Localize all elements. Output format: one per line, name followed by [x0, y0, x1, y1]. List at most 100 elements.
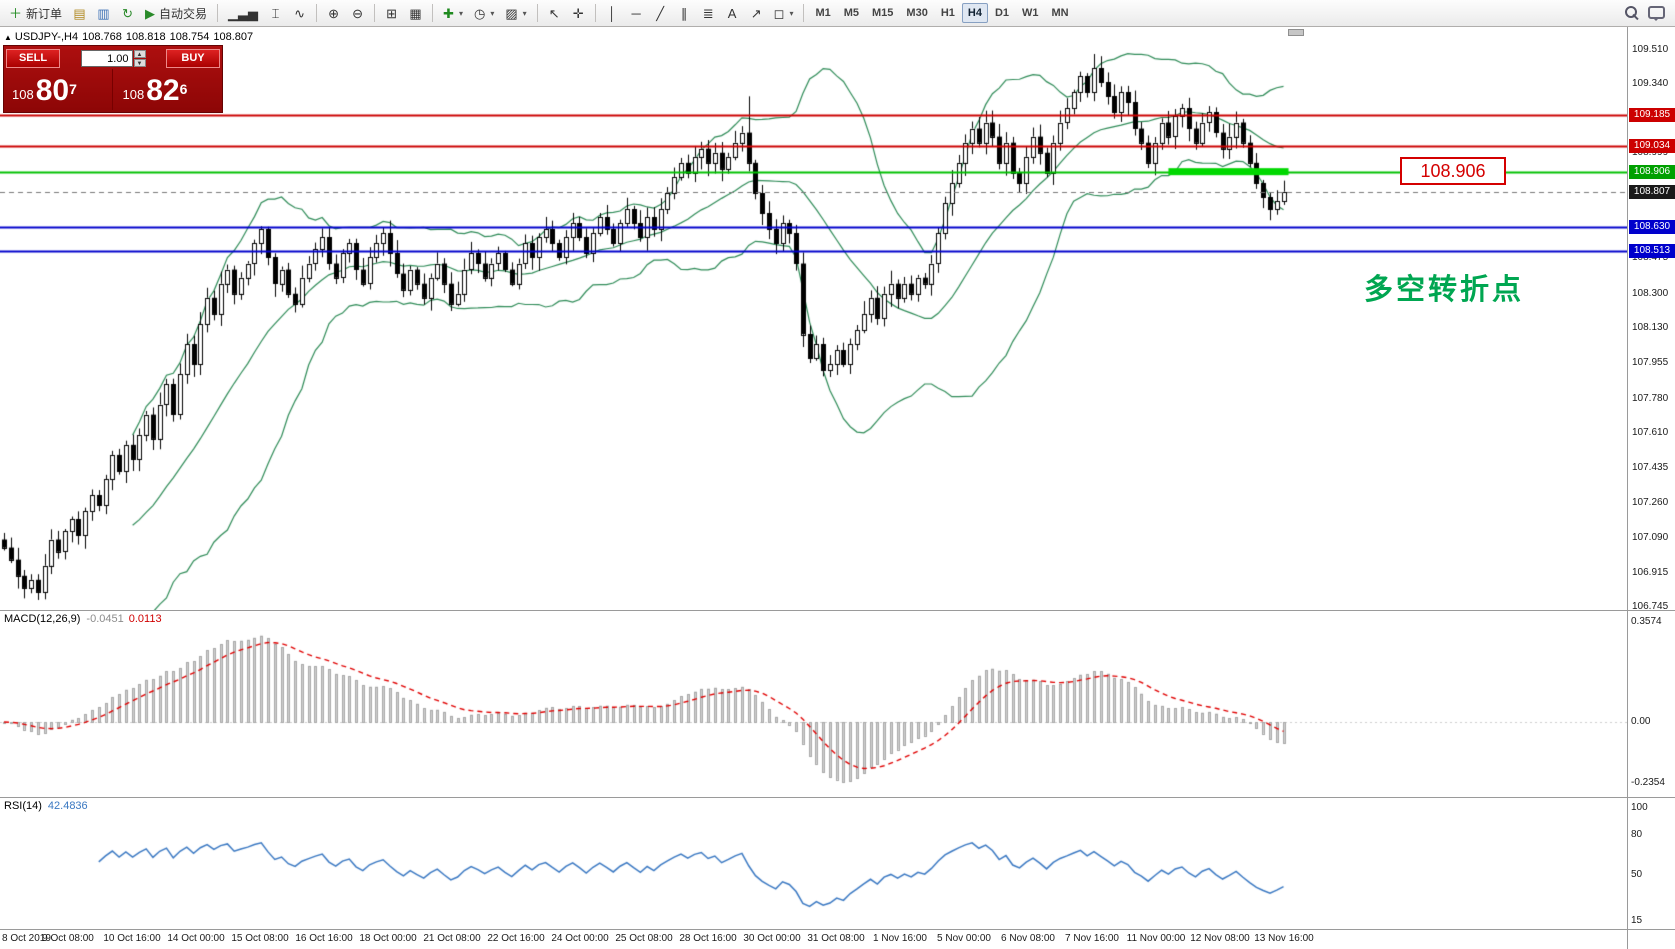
- ohlc-high: 108.818: [125, 31, 166, 43]
- main-chart-canvas[interactable]: [0, 27, 1627, 610]
- timeframe-m30-button[interactable]: M30: [906, 7, 928, 19]
- indicators-dropdown[interactable]: ✚ ▾: [438, 2, 468, 24]
- sell-price-small: 108: [12, 87, 34, 102]
- rsi-axis-tick: 80: [1631, 829, 1643, 840]
- price-axis-tick: 106.745: [1632, 601, 1669, 612]
- price-axis-tick: 109.340: [1632, 78, 1669, 89]
- macd-label: MACD(12,26,9): [4, 613, 81, 625]
- arrange-windows-button[interactable]: ▦: [404, 2, 427, 24]
- search-button[interactable]: [1624, 5, 1640, 21]
- line-chart-type-icon: ∿: [294, 5, 305, 21]
- horizontal-line-tool-button[interactable]: ─: [625, 2, 648, 24]
- toolbar-separator: [432, 4, 434, 22]
- chart-scroll-thumb[interactable]: [1288, 29, 1304, 36]
- volume-input[interactable]: [80, 50, 133, 67]
- chat-button[interactable]: [1648, 5, 1665, 21]
- refresh-button[interactable]: ↻: [116, 2, 139, 24]
- profiles-button[interactable]: ▥: [92, 2, 115, 24]
- buy-price-display[interactable]: 108 82 6: [111, 69, 223, 110]
- price-axis-tick: 107.955: [1632, 357, 1669, 368]
- charts-window-button[interactable]: ▤: [68, 2, 91, 24]
- sell-button[interactable]: SELL: [6, 49, 60, 68]
- macd-signal-value: 0.0113: [128, 613, 162, 625]
- shapes-dropdown[interactable]: ◻ ▾: [769, 2, 799, 24]
- macd-panel-canvas[interactable]: [0, 610, 1627, 797]
- zoom-out-button[interactable]: ⊖: [346, 2, 369, 24]
- price-axis-tick: 108.300: [1632, 288, 1669, 299]
- time-axis-label: 30 Oct 00:00: [743, 933, 801, 944]
- text-label-tool-button[interactable]: A: [721, 2, 744, 24]
- channel-tool-icon: ∥: [680, 5, 688, 21]
- arrow-tool-button[interactable]: ↗: [745, 2, 768, 24]
- search-icon: [1624, 5, 1640, 21]
- sell-price-display[interactable]: 108 80 7: [4, 69, 112, 110]
- volume-decrease-button[interactable]: ▼: [133, 59, 146, 67]
- text-label-tool-icon: A: [727, 5, 737, 21]
- sell-price-big: 80: [35, 74, 70, 107]
- time-axis-label: 8 Oct 2019: [2, 933, 51, 944]
- timeframe-h4-button[interactable]: H4: [961, 3, 988, 23]
- tile-windows-button[interactable]: ⊞: [380, 2, 403, 24]
- macd-panel-separator[interactable]: [0, 610, 1675, 611]
- new-order-icon: ＋: [9, 5, 23, 21]
- rsi-value: 42.4836: [47, 800, 88, 812]
- price-axis-tick: 107.610: [1632, 427, 1669, 438]
- time-axis-label: 21 Oct 08:00: [423, 933, 481, 944]
- time-axis-label: 11 Nov 00:00: [1126, 933, 1186, 944]
- line-chart-type-button[interactable]: ∿: [288, 2, 311, 24]
- auto-trading-button[interactable]: ▶ 自动交易: [140, 2, 212, 24]
- ohlc-low: 108.754: [169, 31, 210, 43]
- timeframe-m15-button[interactable]: M15: [872, 7, 894, 19]
- price-axis-tick: 106.915: [1632, 567, 1669, 578]
- chart-collapse-icon[interactable]: ▲: [4, 33, 12, 42]
- time-axis-label: 14 Oct 00:00: [167, 933, 225, 944]
- price-axis-tick: 108.130: [1632, 322, 1669, 333]
- time-axis-label: 5 Nov 00:00: [937, 933, 991, 944]
- price-level-label-box[interactable]: 108.906: [1400, 157, 1506, 185]
- new-order-button[interactable]: ＋新订单: [4, 2, 67, 24]
- chart-text-annotation[interactable]: 多空转折点: [1364, 274, 1525, 306]
- new-order-button-label: 新订单: [26, 6, 63, 21]
- time-axis-label: 1 Nov 16:00: [873, 933, 927, 944]
- periods-dropdown[interactable]: ◷ ▾: [469, 2, 499, 24]
- time-axis-label: 15 Oct 08:00: [231, 933, 289, 944]
- vertical-line-tool-button[interactable]: │: [601, 2, 624, 24]
- profiles-icon: ▥: [97, 5, 110, 21]
- trendline-tool-button[interactable]: ╱: [649, 2, 672, 24]
- price-level-badge: 108.807: [1629, 185, 1675, 199]
- rsi-panel-canvas[interactable]: [0, 797, 1627, 929]
- bar-chart-type-button[interactable]: ▁▃▅: [223, 2, 263, 24]
- refresh-icon: ↻: [122, 5, 133, 21]
- templates-dropdown[interactable]: ▨ ▾: [500, 2, 531, 24]
- timeframe-h1-button[interactable]: H1: [940, 7, 955, 19]
- timeframe-d1-button[interactable]: D1: [994, 7, 1010, 19]
- zoom-in-button[interactable]: ⊕: [322, 2, 345, 24]
- price-level-badge: 109.034: [1629, 139, 1675, 153]
- timeframe-m5-button[interactable]: M5: [843, 7, 860, 19]
- time-axis-label: 7 Nov 16:00: [1065, 933, 1119, 944]
- timeframe-m1-button[interactable]: M1: [815, 7, 831, 19]
- sell-price-sup: 7: [69, 81, 77, 97]
- timeframe-mn-button[interactable]: MN: [1051, 7, 1069, 19]
- channel-tool-button[interactable]: ∥: [673, 2, 696, 24]
- rsi-panel-separator[interactable]: [0, 797, 1675, 798]
- crosshair-tool-button[interactable]: ✛: [567, 2, 590, 24]
- fibonacci-tool-button[interactable]: ≣: [697, 2, 720, 24]
- trendline-tool-icon: ╱: [656, 5, 665, 21]
- rsi-label: RSI(14): [4, 800, 42, 812]
- volume-increase-button[interactable]: ▲: [133, 50, 146, 58]
- shapes-icon: ◻: [773, 5, 785, 21]
- buy-button[interactable]: BUY: [166, 49, 220, 68]
- candlestick-type-button[interactable]: ⌶: [264, 2, 287, 24]
- fibonacci-tool-icon: ≣: [702, 5, 714, 21]
- cursor-tool-button[interactable]: ↖: [543, 2, 566, 24]
- price-axis-tick: 107.090: [1632, 532, 1669, 543]
- timeframe-w1-button[interactable]: W1: [1022, 7, 1039, 19]
- auto-trading-button-label: 自动交易: [159, 6, 208, 21]
- toolbar: ＋新订单 ▤ ▥ ↻ ▶ 自动交易 ▁▃▅ ⌶ ∿ ⊕ ⊖ ⊞ ▦ ✚ ▾ ◷ ▾ ▨ ▾ ↖ ✛ │ ─ ╱ ∥ ≣ A ↗ ◻ ▾ M1…: [0, 0, 1675, 27]
- toolbar-separator: [316, 4, 318, 22]
- charts-window-icon: ▤: [73, 5, 86, 21]
- rsi-axis-tick: 15: [1631, 915, 1643, 926]
- price-axis-tick: 107.435: [1632, 462, 1669, 473]
